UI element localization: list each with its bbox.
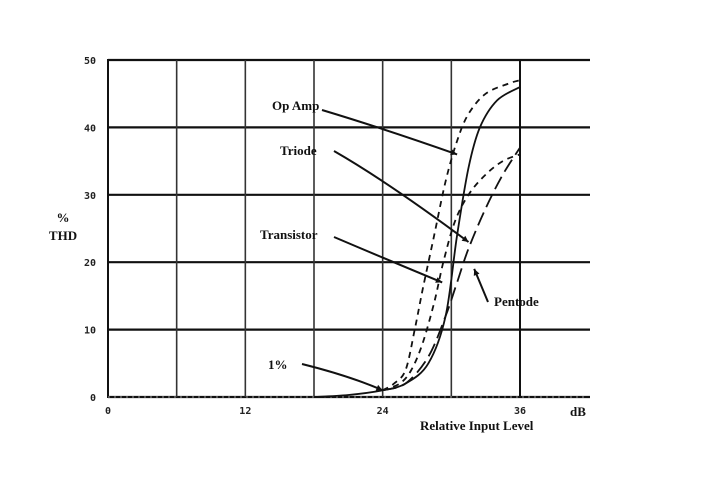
annotation-transistor-arrow (333, 236, 443, 284)
annotation-op-amp-label: Op Amp (272, 98, 319, 113)
y-axis-label-thd: THD (49, 228, 77, 243)
x-axis-label: Relative Input Level (420, 418, 534, 433)
annotation-op-amp-arrow (321, 109, 458, 156)
annotation-one-percent-arrowhead (375, 384, 383, 391)
annotation-triode-label: Triode (280, 143, 317, 158)
series-transistor-line (382, 153, 521, 392)
annotation-transistor-label: Transistor (260, 227, 318, 242)
y-tick-0: 0 (90, 393, 96, 404)
annotation-pentode-label: Pentode (494, 294, 539, 309)
y-axis-label-percent: % (57, 210, 70, 225)
x-tick-36: 36 (514, 406, 526, 417)
annotation-op-amp-arrowhead (450, 149, 458, 156)
y-tick-20: 20 (84, 258, 96, 269)
y-tick-10: 10 (84, 326, 96, 337)
y-tick-30: 30 (84, 191, 96, 202)
annotation-transistor-arrowhead (435, 277, 443, 283)
annotation-pentode-arrowhead (473, 268, 480, 276)
y-tick-50: 50 (84, 56, 96, 67)
x-tick-12: 12 (239, 406, 251, 417)
annotation-one-percent-label: 1% (268, 357, 288, 372)
annotation-triode-arrow (333, 150, 470, 243)
series-layer (313, 79, 521, 398)
tick-labels: 0 10 20 30 40 50 0 12 24 36 (84, 56, 526, 417)
annotations: Op Amp Triode Transistor Pentode 1% (260, 98, 539, 392)
annotation-one-percent-arrow (301, 363, 384, 392)
x-axis-unit: dB (570, 404, 586, 419)
grid (107, 58, 590, 399)
y-tick-40: 40 (84, 123, 96, 134)
x-tick-24: 24 (377, 406, 389, 417)
annotation-triode-arrowhead (461, 235, 469, 242)
series-pentode-line (382, 147, 521, 392)
series-triode-line (382, 79, 521, 392)
x-tick-0: 0 (105, 406, 111, 417)
